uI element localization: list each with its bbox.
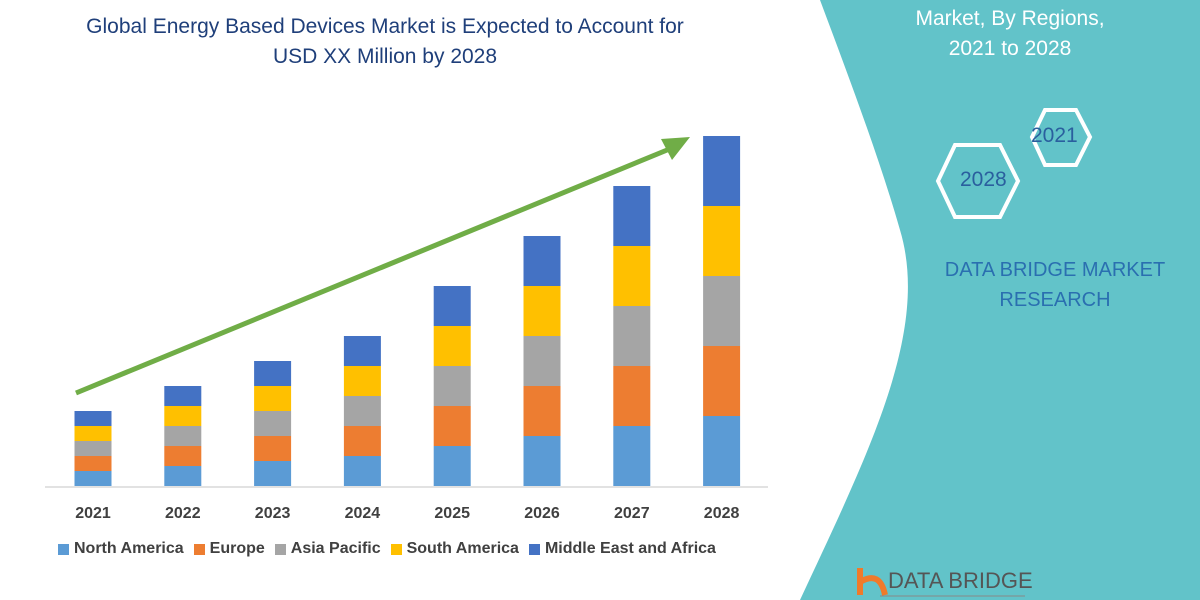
bar-segment-south-america-2026 <box>523 286 561 336</box>
bar-segment-asia-pacific-2023 <box>254 411 292 436</box>
x-tick-label: 2022 <box>165 505 201 522</box>
x-tick-label: 2025 <box>434 505 470 522</box>
legend-swatch <box>528 543 540 555</box>
bar-segment-middle-east-and-africa-2023 <box>254 361 292 386</box>
brand-line: RESEARCH <box>999 289 1111 311</box>
bar-segment-europe-2026 <box>523 386 561 436</box>
bar-segment-europe-2028 <box>703 346 741 416</box>
bar-segment-north-america-2027 <box>613 426 651 486</box>
side-panel-shape <box>800 0 1200 600</box>
bar-segment-north-america-2025 <box>433 446 471 486</box>
bar-segment-europe-2022 <box>164 446 202 466</box>
legend-item: Europe <box>193 540 265 558</box>
side-panel-title: Market, By Regions, 2021 to 2028 <box>880 4 1140 64</box>
hexagon-2028 <box>935 143 1021 219</box>
legend-swatch <box>58 543 69 555</box>
bar-segment-north-america-2028 <box>703 416 741 486</box>
logo-icon <box>857 568 888 596</box>
legend-item: Asia Pacific <box>274 540 381 558</box>
legend-swatch <box>274 543 286 555</box>
x-tick-label: 2023 <box>255 505 291 522</box>
trend-arrow-line <box>75 145 673 396</box>
bar-segment-asia-pacific-2025 <box>433 366 471 406</box>
bar-segment-asia-pacific-2027 <box>613 306 651 366</box>
bar-segment-middle-east-and-africa-2026 <box>523 236 561 286</box>
bar-segment-south-america-2023 <box>254 386 292 411</box>
bar-segment-north-america-2022 <box>164 466 202 486</box>
bar-segment-south-america-2021 <box>74 426 112 441</box>
bar-segment-asia-pacific-2022 <box>164 426 202 446</box>
bar-segment-europe-2024 <box>343 426 381 456</box>
legend-label: North America <box>74 540 184 557</box>
x-tick-label: 2024 <box>345 505 381 522</box>
x-tick-label: 2027 <box>614 505 650 522</box>
bar-segment-middle-east-and-africa-2025 <box>433 286 471 326</box>
bar-segment-south-america-2025 <box>433 326 471 366</box>
legend-label: South America <box>406 540 519 557</box>
bar-segment-south-america-2024 <box>343 366 381 396</box>
bar-segment-north-america-2024 <box>343 456 381 486</box>
bar-segment-asia-pacific-2026 <box>523 336 561 386</box>
bar-segment-north-america-2026 <box>523 436 561 486</box>
hex-label-2021: 2021 <box>1031 124 1078 147</box>
bar-segment-south-america-2027 <box>613 246 651 306</box>
bar-segment-middle-east-and-africa-2028 <box>703 136 741 206</box>
bar-segment-south-america-2028 <box>703 206 741 276</box>
logo-text: DATA BRIDGE <box>888 568 1033 593</box>
legend-swatch <box>390 543 402 555</box>
legend-swatch <box>193 543 205 555</box>
trend-arrow-head <box>661 137 690 160</box>
legend-label: Asia Pacific <box>290 540 381 557</box>
bar-segment-middle-east-and-africa-2021 <box>74 411 112 426</box>
title-line: USD XX Million by 2028 <box>272 45 498 68</box>
bar-segment-middle-east-and-africa-2024 <box>343 336 381 366</box>
side-title-line: 2021 to 2028 <box>948 37 1072 60</box>
legend-item: North America <box>58 540 184 558</box>
bar-segment-europe-2021 <box>74 456 112 471</box>
bar-segment-europe-2025 <box>433 406 471 446</box>
bar-segment-middle-east-and-africa-2027 <box>613 186 651 246</box>
x-tick-label: 2026 <box>524 505 560 522</box>
bar-segment-middle-east-and-africa-2022 <box>164 386 202 406</box>
hexagon-2021 <box>1029 108 1093 167</box>
brand-line: DATA BRIDGE MARKET <box>944 259 1166 281</box>
bar-segment-asia-pacific-2028 <box>703 276 741 346</box>
bar-segment-europe-2027 <box>613 366 651 426</box>
legend-item: South America <box>390 540 519 558</box>
bar-segment-europe-2023 <box>254 436 292 461</box>
legend-item: Middle East and Africa <box>528 540 716 558</box>
bar-segment-asia-pacific-2021 <box>74 441 112 456</box>
legend: North America Europe Asia Pacific South Ame… <box>58 540 716 558</box>
legend-label: Middle East and Africa <box>544 540 716 557</box>
x-tick-label: 2021 <box>75 505 111 522</box>
x-tick-label: 2028 <box>704 505 740 522</box>
bar-segment-asia-pacific-2024 <box>343 396 381 426</box>
bar-segment-south-america-2022 <box>164 406 202 426</box>
legend-label: Europe <box>209 540 265 557</box>
hex-label-2028: 2028 <box>960 168 1007 191</box>
side-title-line: Market, By Regions, <box>915 7 1105 30</box>
title-line: Global Energy Based Devices Market is Ex… <box>86 15 684 38</box>
bar-segment-north-america-2023 <box>254 461 292 486</box>
brand-text: DATA BRIDGE MARKET RESEARCH <box>925 255 1185 315</box>
chart-title: Global Energy Based Devices Market is Ex… <box>40 12 730 72</box>
bar-segment-north-america-2021 <box>74 471 112 486</box>
